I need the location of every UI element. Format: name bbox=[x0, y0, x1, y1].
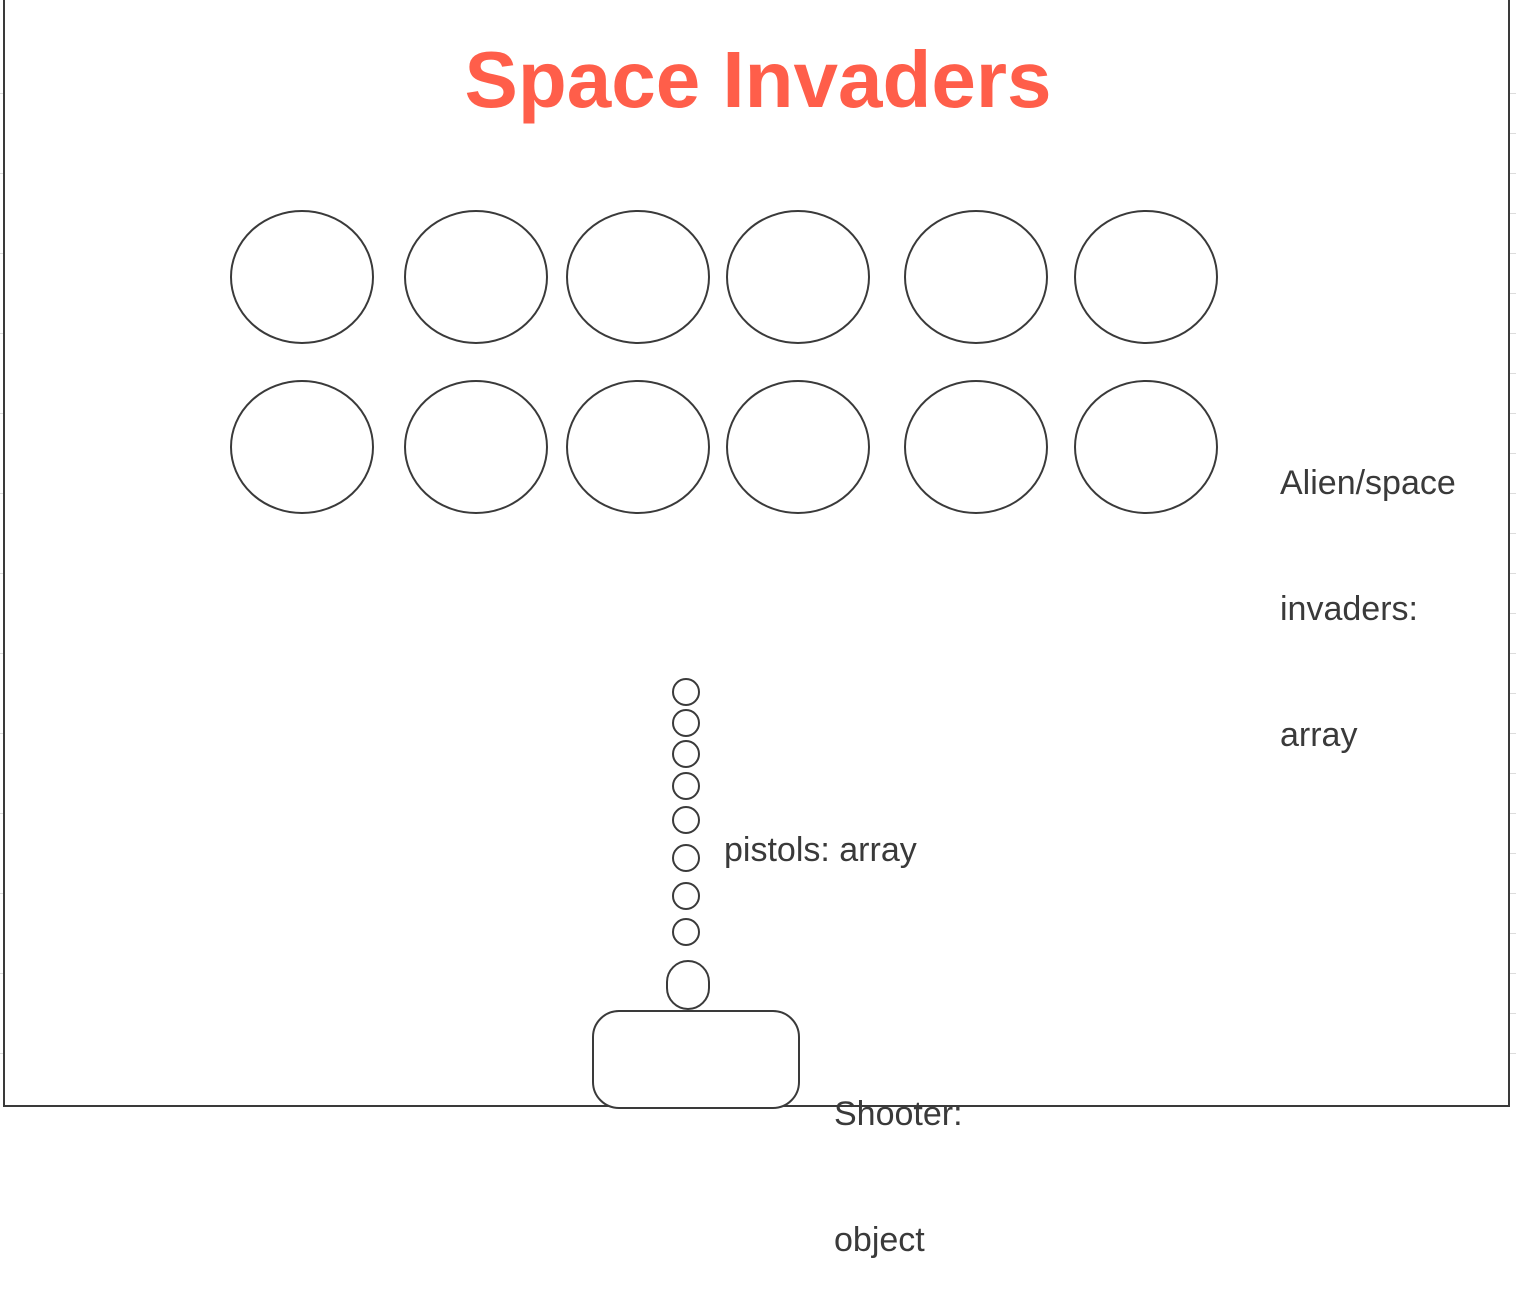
edge-tick bbox=[1510, 1053, 1516, 1054]
edge-tick bbox=[1510, 293, 1516, 294]
alien-array bbox=[230, 210, 1218, 514]
edge-tick bbox=[1510, 973, 1516, 974]
pistol-array-label: pistols: array bbox=[724, 831, 917, 869]
alien-invader bbox=[1074, 380, 1218, 514]
edge-tick bbox=[1510, 493, 1516, 494]
edge-tick bbox=[0, 173, 3, 174]
pistol-bullet bbox=[672, 918, 700, 946]
shooter-label: Shooter: object bbox=[834, 1009, 963, 1303]
edge-tick bbox=[1510, 213, 1516, 214]
edge-tick bbox=[1510, 453, 1516, 454]
diagram-canvas bbox=[230, 210, 1218, 1109]
edge-tick bbox=[0, 733, 3, 734]
edge-tick bbox=[1510, 733, 1516, 734]
edge-tick bbox=[1510, 653, 1516, 654]
edge-tick bbox=[1510, 893, 1516, 894]
edge-tick bbox=[1510, 413, 1516, 414]
pistol-bullet bbox=[672, 678, 700, 706]
pistol-bullet bbox=[672, 740, 700, 768]
alien-invader bbox=[404, 380, 548, 514]
edge-tick bbox=[1510, 693, 1516, 694]
edge-tick bbox=[1510, 1013, 1516, 1014]
alien-invader bbox=[566, 210, 710, 344]
edge-tick bbox=[0, 813, 3, 814]
edge-tick bbox=[1510, 773, 1516, 774]
edge-tick bbox=[0, 413, 3, 414]
edge-tick bbox=[0, 893, 3, 894]
edge-tick bbox=[0, 253, 3, 254]
edge-tick bbox=[1510, 173, 1516, 174]
pistol-array bbox=[672, 678, 700, 946]
edge-tick bbox=[0, 1053, 3, 1054]
pistol-bullet bbox=[672, 882, 700, 910]
alien-array-label: Alien/space invaders: array bbox=[1280, 378, 1456, 798]
alien-invader bbox=[566, 380, 710, 514]
pistol-bullet bbox=[672, 844, 700, 872]
alien-invader bbox=[230, 380, 374, 514]
edge-tick bbox=[0, 493, 3, 494]
alien-invader bbox=[404, 210, 548, 344]
shooter-label-line: object bbox=[834, 1221, 925, 1259]
shooter-label-line: Shooter: bbox=[834, 1095, 963, 1133]
edge-tick bbox=[0, 333, 3, 334]
edge-tick bbox=[1510, 533, 1516, 534]
pistol-bullet bbox=[672, 709, 700, 737]
edge-tick bbox=[1510, 613, 1516, 614]
edge-tick bbox=[0, 573, 3, 574]
alien-label-line: invaders: bbox=[1280, 590, 1418, 628]
edge-tick bbox=[1510, 373, 1516, 374]
edge-tick bbox=[1510, 933, 1516, 934]
edge-tick bbox=[1510, 93, 1516, 94]
alien-label-line: array bbox=[1280, 716, 1358, 754]
edge-tick bbox=[1510, 133, 1516, 134]
edge-tick bbox=[1510, 813, 1516, 814]
alien-invader bbox=[726, 380, 870, 514]
edge-tick bbox=[1510, 333, 1516, 334]
shooter-barrel bbox=[666, 960, 710, 1010]
alien-label-line: Alien/space bbox=[1280, 464, 1456, 502]
edge-tick bbox=[0, 973, 3, 974]
edge-tick bbox=[0, 653, 3, 654]
alien-invader bbox=[230, 210, 374, 344]
alien-invader bbox=[904, 380, 1048, 514]
edge-tick bbox=[0, 93, 3, 94]
shooter-body bbox=[592, 1010, 800, 1109]
diagram-title: Space Invaders bbox=[464, 35, 1052, 124]
pistol-bullet bbox=[672, 772, 700, 800]
pistol-bullet bbox=[672, 806, 700, 834]
alien-invader bbox=[726, 210, 870, 344]
edge-tick bbox=[1510, 253, 1516, 254]
edge-tick bbox=[1510, 573, 1516, 574]
alien-invader bbox=[904, 210, 1048, 344]
alien-invader bbox=[1074, 210, 1218, 344]
edge-tick bbox=[1510, 853, 1516, 854]
